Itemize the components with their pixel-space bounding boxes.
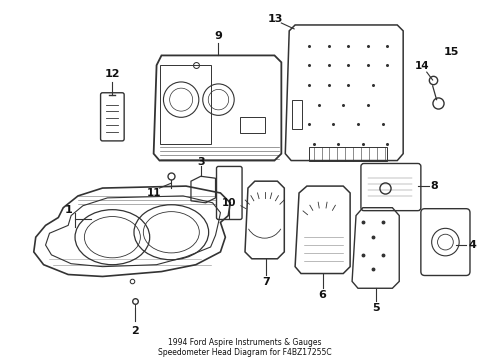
Text: 14: 14: [415, 61, 429, 71]
Text: 15: 15: [443, 48, 459, 58]
Text: 4: 4: [468, 240, 476, 250]
Text: 7: 7: [262, 277, 270, 287]
Text: 13: 13: [268, 14, 283, 24]
Text: 9: 9: [215, 31, 222, 41]
Bar: [309, 147, 388, 161]
Bar: [240, 117, 265, 133]
Text: 2: 2: [131, 325, 139, 336]
Text: 3: 3: [197, 157, 205, 167]
Text: 8: 8: [431, 181, 439, 191]
Text: 10: 10: [222, 198, 237, 208]
Text: 6: 6: [318, 290, 326, 300]
Text: 1994 Ford Aspire Instruments & Gauges
Speedometer Head Diagram for F4BZ17255C: 1994 Ford Aspire Instruments & Gauges Sp…: [158, 338, 332, 357]
Text: 12: 12: [105, 69, 120, 79]
Bar: [292, 100, 302, 129]
Text: 11: 11: [147, 188, 161, 198]
Text: 1: 1: [64, 205, 72, 215]
Text: 5: 5: [372, 303, 379, 313]
